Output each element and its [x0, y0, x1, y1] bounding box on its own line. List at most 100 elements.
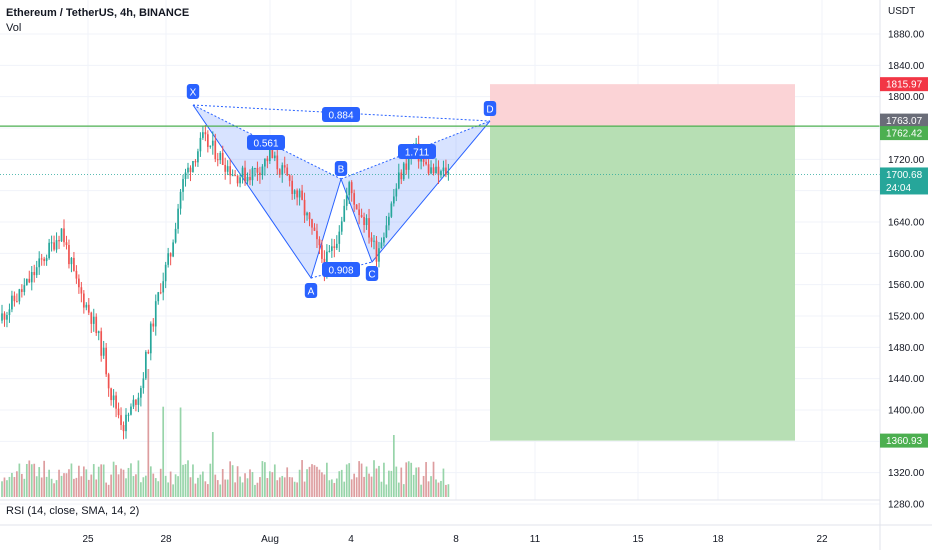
candle-body	[301, 190, 303, 200]
candle-body	[271, 149, 274, 159]
volume-bar	[48, 469, 50, 497]
candle-body	[405, 163, 408, 170]
candle-body	[209, 145, 212, 147]
volume-bar	[179, 407, 182, 497]
volume-bar	[167, 482, 170, 497]
candle-body	[370, 237, 373, 242]
candle-body	[216, 159, 219, 161]
volume-bar	[63, 473, 65, 497]
volume-bar	[33, 463, 36, 497]
candle-body	[117, 408, 120, 416]
volume-bar	[18, 463, 21, 497]
candle-body	[80, 287, 83, 294]
volume-bar	[16, 471, 18, 497]
volume-bar	[40, 477, 43, 497]
volume-bar	[169, 471, 172, 497]
candle-body	[149, 323, 152, 354]
volume-bar	[373, 460, 375, 497]
volume-bar	[348, 463, 351, 497]
time-tick-label: 8	[453, 534, 459, 545]
candle-body	[154, 301, 157, 327]
time-tick-label: 22	[816, 534, 828, 545]
candle-body	[11, 295, 13, 310]
volume-bar	[415, 467, 418, 497]
candle-body	[105, 347, 108, 375]
rsi-legend[interactable]: RSI (14, close, SMA, 14, 2)	[6, 505, 140, 517]
volume-bar	[70, 463, 73, 497]
volume-bar	[130, 463, 132, 497]
candle-body	[115, 395, 117, 409]
volume-bar	[110, 474, 112, 497]
volume-bar	[435, 479, 437, 497]
candle-body	[58, 240, 60, 242]
candle-body	[226, 166, 229, 172]
candle-body	[157, 292, 160, 302]
volume-bar	[221, 469, 224, 497]
point-label-a: A	[308, 287, 315, 298]
candle-body	[43, 258, 46, 262]
volume-bar	[120, 468, 122, 497]
volume-bar	[199, 474, 202, 497]
candle-body	[308, 212, 311, 220]
volume-bar	[219, 484, 222, 497]
point-label-x-bg	[186, 84, 200, 99]
candle-body	[288, 175, 291, 181]
volume-bar	[330, 479, 333, 497]
candle-body	[97, 331, 100, 334]
volume-bar	[35, 476, 38, 497]
candle-body	[120, 415, 122, 426]
ratio-label-bcd: 1.711	[405, 148, 430, 159]
candle-body	[445, 167, 447, 175]
candle-body	[321, 245, 323, 259]
pattern-triangle-xab	[193, 105, 341, 278]
volume-bar	[427, 481, 430, 497]
pattern-labels[interactable]: X A B C D 0.561 0.884 0.908 1.711	[186, 84, 497, 298]
candle-body	[293, 190, 296, 194]
volume-bar	[276, 480, 279, 497]
candle-body	[102, 347, 105, 356]
volume-bar	[164, 475, 167, 497]
candle-body	[353, 193, 356, 205]
candle-body	[162, 281, 165, 293]
volume-bar	[197, 477, 199, 497]
volume-bar	[112, 461, 115, 497]
symbol-title: Ethereum / TetherUS, 4h, BINANCE	[6, 7, 190, 19]
volume-bar	[256, 482, 259, 497]
volume-bar	[298, 469, 301, 497]
xabcd-pattern[interactable]	[192, 104, 491, 280]
volume-bar	[420, 484, 422, 497]
candle-body	[373, 240, 375, 242]
candle-body	[375, 240, 378, 262]
candle-body	[338, 231, 341, 244]
overlay-lines[interactable]	[0, 125, 880, 175]
candle-body	[60, 228, 63, 242]
volume-bar	[244, 473, 246, 497]
candle-body	[25, 278, 28, 286]
price-tick-label: 1720.00	[888, 155, 925, 166]
candle-body	[345, 195, 348, 206]
candle-body	[135, 399, 137, 405]
volume-bar	[8, 476, 11, 497]
candle-body	[147, 351, 150, 354]
volume-bar	[182, 464, 184, 497]
candle-body	[130, 406, 132, 415]
candle-body	[48, 242, 50, 259]
volume-bar	[402, 484, 405, 497]
volume-legend: Vol	[6, 22, 22, 34]
volume-bar	[283, 477, 286, 497]
candle-body	[125, 414, 127, 432]
candle-body	[40, 258, 43, 260]
volume-bar	[340, 469, 343, 497]
risk-reward-zones[interactable]	[490, 84, 795, 441]
candle-body	[388, 216, 390, 226]
candle-body	[197, 151, 199, 163]
price-axis-bg	[880, 0, 932, 550]
volume-bar	[20, 473, 23, 497]
candle-body	[311, 219, 313, 228]
candle-body	[6, 314, 8, 320]
volume-bar	[137, 460, 140, 497]
volume-bar	[261, 461, 264, 497]
